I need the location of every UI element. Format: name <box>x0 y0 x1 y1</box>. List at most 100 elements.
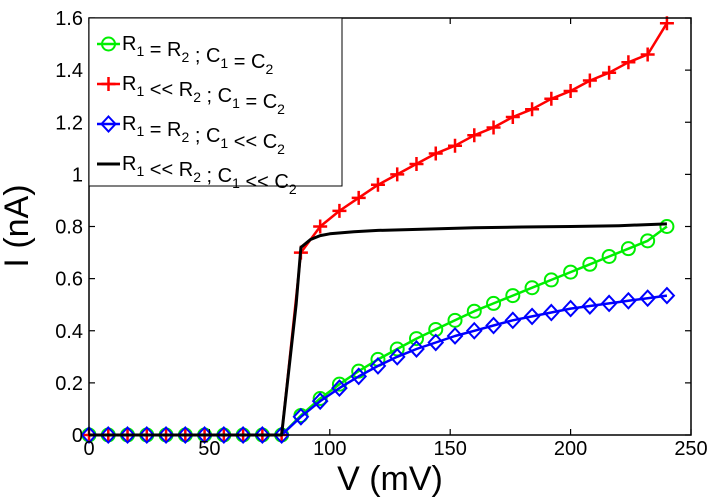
data-point <box>273 426 291 444</box>
legend-text-part: C <box>206 45 220 67</box>
y-tick-label: 0 <box>72 425 83 447</box>
data-point <box>621 55 636 70</box>
data-point <box>254 426 271 444</box>
data-point <box>542 303 560 322</box>
legend-subscript: 2 <box>182 129 190 145</box>
legend-subscript: 1 <box>136 43 144 59</box>
data-point <box>640 233 656 249</box>
data-point <box>563 83 578 98</box>
legend-subscript: 2 <box>182 49 190 65</box>
data-point <box>332 203 347 218</box>
data-point <box>544 91 559 106</box>
data-point <box>80 426 98 444</box>
legend-text-part: = <box>228 51 251 73</box>
y-tick-label: 1.2 <box>55 112 83 134</box>
legend-swatch-marker <box>100 115 117 133</box>
data-point <box>582 73 597 88</box>
data-point <box>369 356 387 375</box>
legend-subscript: 2 <box>277 141 285 157</box>
data-point <box>485 316 502 335</box>
data-point <box>408 340 425 358</box>
data-point <box>234 426 252 444</box>
legend-text-part: R <box>167 119 181 141</box>
legend-subscript: 2 <box>265 61 273 77</box>
x-tick-label: 150 <box>434 438 467 460</box>
legend-subscript: 2 <box>289 181 297 197</box>
legend-text-part: C <box>274 171 288 193</box>
legend-text-part: ; <box>201 165 218 187</box>
data-point <box>524 280 540 296</box>
y-tick-label: 0.2 <box>55 373 83 395</box>
ticks-layer: 0 50 100 150 200 250 0 0.2 0.4 0.6 0.8 1 1.2 1.4 1.6 <box>55 8 708 460</box>
data-point <box>525 102 540 117</box>
legend-text-part: R <box>179 159 193 181</box>
y-tick-label: 1.4 <box>55 60 83 82</box>
data-point <box>563 264 579 280</box>
legend-subscript: 1 <box>220 135 228 151</box>
y-axis-label: I (nA) <box>0 184 36 267</box>
y-tick-label: 0.4 <box>55 321 83 343</box>
data-point <box>176 426 194 444</box>
legend-text-part: C <box>263 131 277 153</box>
legend-label: R1 << R2 ; C1 << C2 <box>122 153 297 197</box>
data-point <box>292 407 310 426</box>
x-tick-label: 100 <box>313 438 346 460</box>
legend-subscript: 1 <box>232 175 240 191</box>
series-4 <box>89 222 667 437</box>
data-point <box>620 241 636 257</box>
data-point <box>119 426 136 444</box>
legend-text-part: ; <box>189 45 206 67</box>
data-point <box>157 426 175 444</box>
data-point <box>486 120 501 135</box>
legend-subscript: 1 <box>232 95 240 111</box>
series-line <box>89 222 667 437</box>
data-point <box>409 156 424 171</box>
data-point <box>428 146 443 161</box>
data-point <box>602 65 617 80</box>
data-point <box>639 289 657 308</box>
data-point <box>601 248 617 264</box>
data-point <box>467 128 482 143</box>
legend-text-part: R <box>122 73 136 95</box>
legend-text-part: R <box>179 79 193 101</box>
legend-text-part: C <box>206 125 220 147</box>
legend-text-part: << <box>144 79 178 101</box>
legend-box <box>88 17 343 187</box>
legend-entry-3: R1 = R2 ; C1 << C2 <box>97 113 285 157</box>
data-point <box>313 219 328 234</box>
data-point <box>600 294 618 313</box>
y-tick-label: 1.6 <box>55 8 83 30</box>
data-point <box>388 347 406 366</box>
data-point <box>448 138 463 153</box>
data-point <box>562 299 579 318</box>
data-point <box>659 219 675 234</box>
data-point <box>465 321 483 340</box>
legend-text-part: R <box>122 153 136 175</box>
y-tick-label: 0.6 <box>55 269 83 291</box>
data-point <box>640 47 655 62</box>
data-point <box>543 272 559 288</box>
legend-text-part: C <box>251 51 265 73</box>
legend-swatch-marker <box>101 77 116 91</box>
data-point <box>311 392 329 411</box>
legend-label: R1 = R2 ; C1 = C2 <box>122 33 273 77</box>
data-point <box>505 110 520 125</box>
data-point <box>620 291 637 310</box>
legend-subscript: 2 <box>193 169 201 185</box>
legend-text-part: C <box>218 85 232 107</box>
data-point <box>370 177 385 192</box>
data-point <box>427 333 445 352</box>
legend-text-part: ; <box>201 85 218 107</box>
legend-text-part: = <box>144 119 167 141</box>
legend-swatch-marker <box>101 36 116 52</box>
y-tick-label: 0.8 <box>55 217 83 239</box>
data-point <box>351 190 366 205</box>
data-point <box>390 167 405 182</box>
x-tick-label: 0 <box>83 438 94 460</box>
legend-label: R1 = R2 ; C1 << C2 <box>122 113 285 157</box>
data-point <box>312 391 328 407</box>
data-point <box>523 307 541 326</box>
data-point <box>99 426 117 444</box>
